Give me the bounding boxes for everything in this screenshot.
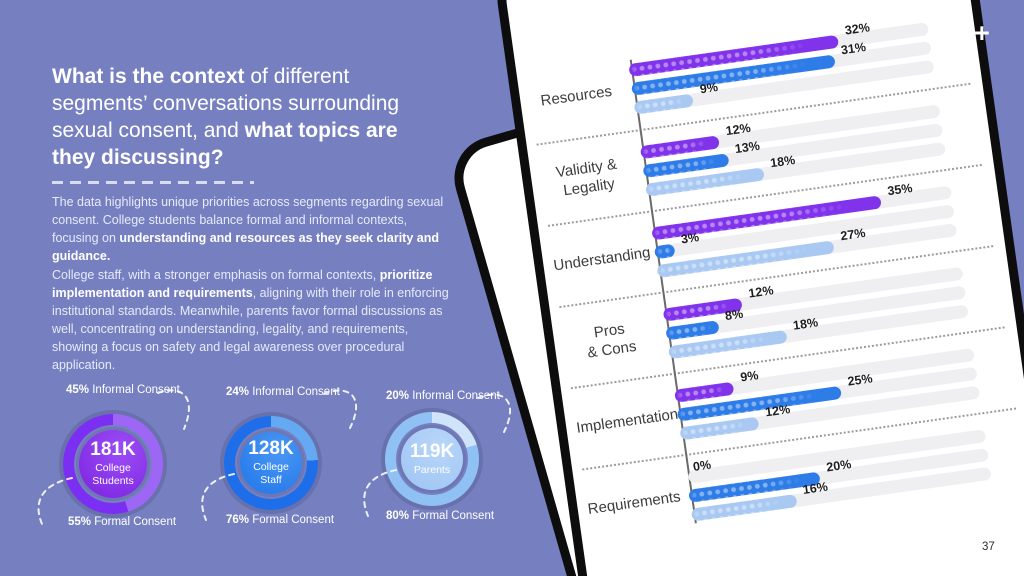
bar-college-students: [685, 470, 688, 484]
bar-parents: [633, 93, 695, 115]
category-label: Requirements: [586, 487, 682, 518]
donut-value: 181K: [90, 439, 136, 461]
donut-staff-informal-label: 24% Informal Consent: [226, 386, 340, 398]
p2-text-1: College staff, with a stronger emphasis …: [52, 268, 380, 282]
donut-segment-name: College Students: [92, 462, 134, 487]
donut-students-formal-label: 55% Formal Consent: [68, 516, 177, 528]
dashed-connector: [157, 389, 190, 430]
donut-parents-formal-label: 80% Formal Consent: [386, 510, 495, 522]
donut-chart-college-students: 181K College Students: [63, 414, 163, 514]
brand-logo: h.+: [952, 18, 990, 48]
page-number: 37: [982, 541, 995, 553]
donut-segment-name: Parents: [413, 463, 451, 476]
bar-parents: [679, 416, 760, 440]
title-bold-2: what topics are they discussing?: [52, 118, 398, 169]
front-paper-card: Resources 32% 31% 9% Validity & Legality 12% 1…: [491, 0, 1024, 576]
p1-text: The data highlights unique priorities ac…: [52, 195, 444, 245]
donut-segment-name: College Staff: [253, 461, 289, 486]
p2-text-2: , aligning with their role in enforcing …: [52, 286, 449, 372]
p1-bold: understanding and resources as they seek…: [52, 231, 439, 263]
category-label: Implementation: [575, 405, 680, 437]
title-bold-1: What is the context: [52, 65, 245, 88]
dashed-connector: [363, 469, 397, 517]
p2-bold: prioritize implementation and requiremen…: [52, 268, 433, 300]
donut-center: 181K College Students: [79, 430, 147, 498]
donut-chart-parents: 119K Parents: [385, 412, 479, 506]
bar-value-label: 9%: [739, 368, 760, 385]
bar-chart: Resources 32% 31% 9% Validity & Legality 12% 1…: [525, 2, 1024, 550]
donut-value: 128K: [248, 438, 294, 460]
bar-college-staff: [665, 319, 720, 340]
bar-college-students: [674, 381, 735, 403]
bar-value-label: 9%: [698, 79, 719, 97]
donut-value: 119K: [409, 440, 455, 462]
category-label: Understanding: [552, 243, 652, 275]
donut-center: 128K College Staff: [240, 432, 302, 494]
category-label: Pros & Cons: [586, 320, 638, 362]
dashed-connector: [477, 393, 511, 433]
dashed-connector: [323, 389, 357, 429]
donut-center: 119K Parents: [401, 428, 463, 490]
intro-paragraph: The data highlights unique priorities ac…: [52, 193, 452, 265]
category-label: Validity & Legality: [554, 156, 619, 200]
page-title: What is the context of different segment…: [52, 64, 414, 172]
dashed-divider: [52, 181, 254, 184]
dashed-connector: [201, 473, 235, 521]
bar-value-label: 0%: [692, 457, 712, 474]
donut-staff-formal-label: 76% Formal Consent: [226, 514, 335, 526]
donut-chart-college-staff: 128K College Staff: [224, 416, 318, 510]
donut-parents-informal-label: 20% Informal Consent: [386, 390, 500, 402]
analysis-paragraph: College staff, with a stronger emphasis …: [52, 266, 452, 374]
title-normal-1: of different segments’ conversations sur…: [52, 65, 400, 142]
bar-value-label: 8%: [724, 306, 745, 324]
dashed-connector: [37, 477, 73, 525]
bar-value-label: 3%: [680, 230, 700, 247]
category-label: Resources: [539, 82, 613, 110]
